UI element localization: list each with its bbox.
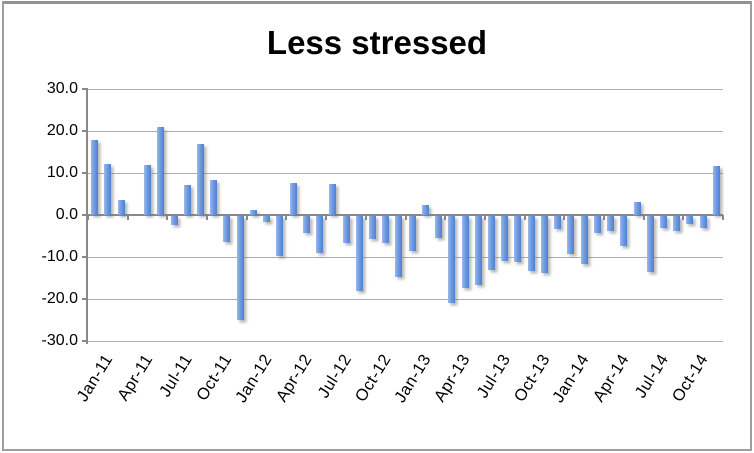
bar bbox=[435, 216, 443, 238]
x-axis-tick bbox=[523, 215, 526, 220]
y-axis-label: 10.0 bbox=[46, 164, 78, 181]
bar bbox=[686, 216, 694, 224]
bar bbox=[395, 216, 403, 277]
bar bbox=[183, 185, 191, 215]
bar bbox=[501, 216, 509, 261]
bar bbox=[514, 216, 522, 263]
y-axis-label: 30.0 bbox=[46, 80, 78, 97]
bar bbox=[646, 216, 654, 273]
x-axis-tick bbox=[563, 215, 566, 220]
bar bbox=[580, 216, 588, 264]
bar bbox=[91, 140, 99, 215]
y-axis-label: -10.0 bbox=[41, 248, 78, 265]
y-axis-label: -30.0 bbox=[41, 332, 78, 349]
y-axis-tick bbox=[82, 214, 88, 216]
bar bbox=[236, 216, 244, 320]
bar bbox=[712, 166, 720, 215]
x-axis-tick bbox=[404, 215, 407, 220]
bar bbox=[276, 216, 284, 256]
x-axis-tick bbox=[166, 215, 169, 220]
bar bbox=[488, 216, 495, 271]
x-axis-tick bbox=[325, 215, 328, 220]
bar bbox=[289, 182, 297, 215]
x-axis-tick bbox=[364, 215, 367, 220]
y-axis-label: 0.0 bbox=[55, 206, 78, 223]
gridline bbox=[88, 172, 723, 174]
bar bbox=[448, 216, 456, 304]
bar bbox=[607, 216, 615, 231]
bar bbox=[329, 184, 337, 215]
x-axis-tick bbox=[285, 215, 288, 220]
bar bbox=[302, 216, 310, 233]
bar bbox=[223, 216, 231, 242]
bar bbox=[421, 204, 429, 215]
x-axis-tick bbox=[444, 215, 447, 220]
gridline bbox=[88, 130, 723, 132]
x-axis-tick bbox=[642, 215, 645, 220]
x-axis-tick bbox=[206, 215, 209, 220]
x-axis-tick bbox=[722, 215, 724, 220]
bar bbox=[567, 216, 575, 255]
bar bbox=[144, 165, 151, 215]
gridline bbox=[88, 298, 723, 300]
y-axis-tick bbox=[82, 256, 88, 258]
bar bbox=[660, 216, 667, 228]
bar bbox=[368, 216, 376, 240]
bar bbox=[170, 216, 178, 226]
y-axis-tick bbox=[82, 298, 88, 300]
bar bbox=[263, 216, 271, 223]
bar bbox=[620, 216, 628, 246]
y-axis-label: 20.0 bbox=[46, 122, 78, 139]
bar bbox=[593, 216, 601, 234]
bar bbox=[527, 216, 535, 271]
bar bbox=[117, 200, 125, 215]
gridline bbox=[88, 256, 723, 258]
bar bbox=[316, 216, 323, 254]
bar bbox=[633, 202, 641, 215]
y-axis-line bbox=[86, 89, 88, 344]
bar bbox=[554, 216, 562, 230]
x-axis-tick bbox=[682, 215, 685, 220]
x-axis-tick bbox=[483, 215, 486, 220]
bar bbox=[461, 216, 469, 289]
bar bbox=[408, 216, 416, 251]
y-axis-tick bbox=[82, 88, 88, 90]
bar bbox=[673, 216, 681, 232]
x-axis-tick bbox=[126, 215, 129, 220]
y-axis-tick bbox=[82, 130, 88, 132]
bar bbox=[196, 144, 204, 215]
x-axis-tick bbox=[87, 215, 89, 220]
bar bbox=[249, 210, 257, 215]
y-axis-label: -20.0 bbox=[41, 290, 78, 307]
bar bbox=[157, 127, 165, 215]
bar bbox=[474, 216, 482, 285]
bar bbox=[382, 216, 390, 244]
y-axis-tick bbox=[82, 340, 88, 342]
plot-area bbox=[87, 88, 724, 342]
x-axis-tick bbox=[602, 215, 605, 220]
gridline bbox=[88, 340, 723, 342]
bar bbox=[342, 216, 350, 243]
x-axis-tick bbox=[245, 215, 248, 220]
bar bbox=[104, 163, 112, 215]
bar bbox=[210, 179, 218, 215]
y-axis-tick bbox=[82, 172, 88, 174]
bar bbox=[699, 216, 707, 228]
bar bbox=[540, 216, 548, 274]
bar bbox=[355, 216, 363, 292]
gridline bbox=[88, 88, 723, 90]
chart-title: Less stressed bbox=[266, 24, 488, 61]
